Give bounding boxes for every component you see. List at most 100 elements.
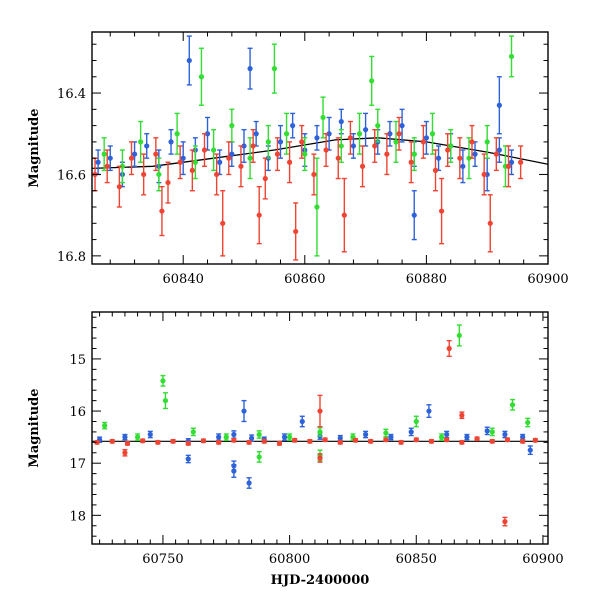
point-marker (525, 419, 531, 426)
data-point (186, 35, 192, 86)
top-y-axis-label: Magnitude (27, 108, 42, 187)
point-marker (398, 439, 404, 445)
point-marker (413, 418, 419, 425)
point-marker (165, 179, 171, 186)
data-point (466, 137, 472, 180)
bottom-plot-frame (91, 311, 549, 545)
point-marker (122, 434, 128, 440)
x-tick-label: 60900 (527, 272, 568, 287)
point-marker (141, 171, 147, 178)
data-point (508, 35, 515, 78)
point-marker (396, 131, 402, 137)
data-point (238, 145, 244, 188)
data-point (504, 437, 511, 443)
point-marker (372, 143, 378, 149)
x-tick-label: 60860 (284, 272, 325, 287)
point-marker (128, 155, 135, 161)
point-marker (489, 429, 495, 435)
point-marker (457, 155, 463, 161)
data-point (456, 324, 462, 347)
data-point (246, 439, 252, 445)
data-point (256, 185, 262, 245)
point-marker (489, 438, 495, 444)
point-marker (314, 204, 320, 210)
point-marker (192, 159, 198, 165)
data-point (399, 108, 405, 143)
point-marker (256, 454, 262, 460)
y-tick-label: 16.8 (57, 250, 86, 265)
point-marker (185, 456, 191, 462)
point-marker (217, 159, 223, 165)
point-marker (444, 431, 450, 438)
data-point (198, 47, 205, 106)
data-point (384, 133, 390, 176)
point-marker (504, 437, 511, 443)
data-point (532, 437, 538, 443)
data-point (323, 133, 329, 168)
point-marker (484, 139, 490, 145)
data-point (341, 177, 347, 253)
point-marker (223, 434, 229, 440)
data-point (216, 439, 222, 445)
data-point (423, 120, 429, 155)
point-marker (109, 438, 115, 444)
data-point (247, 47, 253, 90)
point-marker (459, 439, 465, 445)
point-marker (352, 437, 359, 443)
x-tick-label: 60800 (269, 552, 310, 567)
data-point (299, 124, 305, 159)
point-marker (144, 143, 150, 149)
data-point (155, 439, 161, 445)
data-point (420, 124, 426, 159)
data-point (247, 137, 253, 180)
point-marker (274, 151, 281, 157)
data-point (165, 161, 171, 204)
point-marker (317, 455, 323, 461)
data-point (314, 157, 320, 257)
point-marker (277, 139, 284, 145)
point-marker (388, 434, 394, 440)
x-tick-label: 60900 (522, 552, 563, 567)
point-marker (95, 159, 101, 165)
point-marker (283, 131, 290, 137)
data-point (204, 116, 211, 151)
point-marker (505, 163, 512, 169)
data-point (185, 454, 191, 464)
x-tick-label: 60850 (396, 552, 437, 567)
point-marker (393, 139, 399, 145)
point-marker (347, 135, 353, 141)
point-marker (408, 159, 414, 165)
data-point (265, 124, 271, 159)
data-point (432, 149, 439, 192)
point-marker (200, 438, 207, 444)
point-marker (238, 163, 244, 169)
point-marker (229, 151, 235, 157)
data-point (525, 417, 531, 428)
point-marker (122, 450, 128, 456)
data-point (138, 120, 144, 163)
data-point (276, 440, 283, 446)
data-point (168, 128, 174, 155)
point-marker (135, 434, 141, 440)
data-point (387, 120, 393, 147)
data-point (337, 439, 343, 445)
point-marker (508, 159, 515, 165)
point-marker (369, 78, 375, 84)
point-marker (190, 429, 196, 435)
data-point (518, 145, 524, 180)
point-marker (231, 431, 237, 438)
data-point (185, 440, 191, 446)
point-marker (320, 114, 326, 121)
point-marker (290, 123, 296, 129)
point-marker (180, 155, 186, 161)
data-point (170, 438, 176, 444)
data-point (426, 404, 432, 419)
data-point (119, 149, 125, 184)
point-marker (359, 163, 366, 169)
data-point (231, 464, 237, 478)
data-point (174, 112, 180, 155)
point-marker (411, 151, 417, 157)
data-point (249, 434, 255, 442)
data-point (502, 430, 508, 439)
point-marker (281, 434, 288, 440)
